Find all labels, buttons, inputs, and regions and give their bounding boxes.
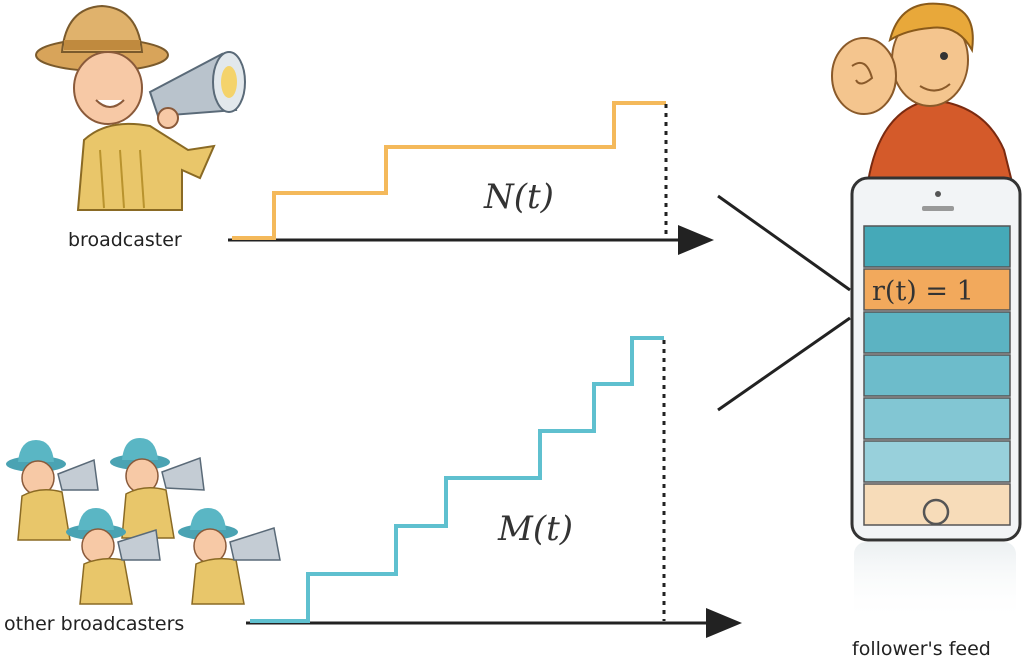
top-step-function <box>232 101 666 240</box>
feed-row <box>863 225 1011 268</box>
top-process-label: N(t) <box>483 177 554 217</box>
phone-reflection <box>854 542 1016 622</box>
megaphone-person-icon <box>110 438 205 539</box>
bottom-counting-process: M(t) <box>246 336 742 638</box>
broadcaster-label: broadcaster <box>68 229 182 251</box>
bottom-step-function <box>250 336 664 623</box>
broadcaster-figure: broadcaster <box>35 4 246 251</box>
feed-highlight-label: r(t) = 1 <box>872 276 974 307</box>
top-counting-process: N(t) <box>228 101 714 255</box>
feed-row-home <box>863 483 1011 526</box>
phone-camera <box>935 191 941 197</box>
megaphone-person-icon <box>6 440 99 541</box>
megaphone-person-icon <box>66 508 161 605</box>
feed-row <box>863 354 1011 397</box>
follower-label: follower's feed <box>852 638 991 660</box>
feed-row-highlight <box>863 268 1011 311</box>
feed-row <box>863 311 1011 354</box>
bottom-process-label: M(t) <box>497 509 573 549</box>
other-broadcasters-label: other broadcasters <box>4 613 184 635</box>
smartphone-icon: r(t) = 1 <box>850 176 1022 622</box>
phone-speaker <box>922 206 954 211</box>
megaphone-person-icon <box>178 508 281 605</box>
phone-home-button <box>922 498 950 526</box>
megaphone-person-icon <box>35 4 246 211</box>
other-broadcasters-figure: other broadcasters <box>4 438 281 635</box>
follower-feed <box>863 225 1011 526</box>
bottom-connector-line <box>717 316 851 412</box>
feed-row <box>863 440 1011 483</box>
listening-person-icon <box>831 2 1014 183</box>
feed-row <box>863 397 1011 440</box>
top-connector-line <box>717 194 851 292</box>
